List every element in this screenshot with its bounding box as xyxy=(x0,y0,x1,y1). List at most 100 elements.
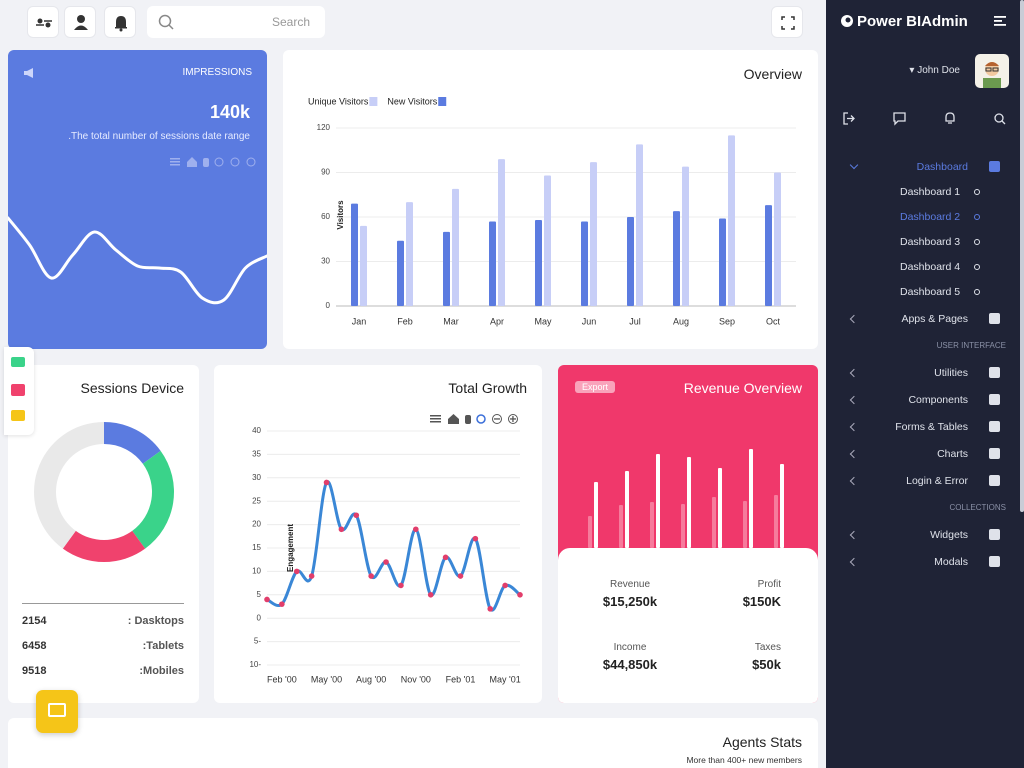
x-tick-label: Feb '01 xyxy=(446,674,476,684)
point xyxy=(487,606,494,612)
menu-item[interactable]: Dashboard 5 xyxy=(826,283,1024,301)
bar xyxy=(581,221,588,306)
notification-button[interactable] xyxy=(104,6,136,38)
card-title: Total Growth xyxy=(448,380,527,396)
logo-icon xyxy=(841,15,853,27)
y-tick-label: 5- xyxy=(254,637,261,646)
growth-chart: 40 35 30 25 20 15 10 5 0 5- 10- Feb '00 May '00 Aug '… xyxy=(249,426,523,684)
bell-icon xyxy=(115,16,127,32)
menu-item[interactable]: Dashboard 2 xyxy=(826,208,1024,226)
menu-item[interactable]: Login & Error xyxy=(826,472,1024,490)
quick-icon[interactable] xyxy=(11,357,25,367)
menu-item[interactable]: Components xyxy=(826,391,1024,409)
chevron-icon xyxy=(849,395,859,405)
bar xyxy=(718,468,722,548)
bar xyxy=(590,162,597,306)
donut-segment xyxy=(62,530,146,562)
bar xyxy=(749,449,753,548)
menu-item[interactable]: Utilities xyxy=(826,364,1024,382)
y-tick-label: 25 xyxy=(252,496,261,505)
row-value: 9518 xyxy=(22,665,47,677)
menu-item[interactable]: Modals xyxy=(826,553,1024,571)
menu-icon xyxy=(989,475,1000,486)
submenu-dot xyxy=(974,189,980,195)
revenue-chart xyxy=(588,449,784,548)
stat-value: $50k xyxy=(752,657,781,672)
y-tick-label: 20 xyxy=(252,520,261,529)
menu-item[interactable]: Widgets xyxy=(826,526,1024,544)
x-tick-label: May '00 xyxy=(311,674,342,684)
legend-swatch xyxy=(438,97,447,106)
stat-label: Taxes xyxy=(754,642,781,653)
fullscreen-icon xyxy=(781,16,795,30)
chart-toolbar[interactable] xyxy=(170,156,260,168)
row-value: 2154 xyxy=(22,615,47,627)
menu-label: Charts xyxy=(937,448,968,460)
chat-button[interactable] xyxy=(36,690,78,733)
menu-label: Dashboard xyxy=(916,161,968,173)
fullscreen-button[interactable] xyxy=(771,6,803,38)
menu-item[interactable]: Dashboard 1 xyxy=(826,183,1024,201)
filter-button[interactable] xyxy=(27,6,59,38)
point xyxy=(413,526,419,533)
menu-label: Apps & Pages xyxy=(901,313,968,325)
chevron-icon xyxy=(849,160,859,170)
legend-label: Unique Visitors xyxy=(308,96,369,106)
divider xyxy=(22,603,184,604)
row-label: :Mobiles xyxy=(139,665,184,677)
submenu-label: Dashboard 3 xyxy=(900,236,961,248)
y-tick-label: 35 xyxy=(252,450,261,459)
menu-item[interactable]: Apps & Pages xyxy=(826,310,1024,328)
bar xyxy=(619,505,623,548)
menu-item[interactable]: Dashboard 3 xyxy=(826,233,1024,251)
user-name[interactable]: ▾ John Doe xyxy=(909,65,960,76)
menu-toggle[interactable] xyxy=(994,15,1008,27)
donut-segment xyxy=(132,450,174,549)
line xyxy=(8,216,267,305)
bar xyxy=(650,502,654,548)
sessions-table: 2154: Dasktops 6458:Tablets 9518:Mobiles xyxy=(8,365,199,703)
bar xyxy=(535,219,542,306)
search-box[interactable]: Search xyxy=(147,6,325,38)
menu-item[interactable]: Dashboard xyxy=(826,158,1024,176)
bar xyxy=(719,218,726,306)
avatar[interactable] xyxy=(975,54,1009,88)
profile-button[interactable] xyxy=(64,6,96,38)
y-tick-label: 10 xyxy=(252,567,261,576)
quick-icon[interactable] xyxy=(11,410,25,421)
menu-item[interactable]: Charts xyxy=(826,445,1024,463)
quick-icon[interactable] xyxy=(11,384,25,396)
sidebar-actions[interactable] xyxy=(842,111,1012,127)
x-tick-label: Feb '00 xyxy=(267,674,297,684)
submenu-dot xyxy=(974,239,980,245)
stat-label: Revenue xyxy=(609,579,651,590)
bar xyxy=(406,202,413,306)
stat-value: $150K xyxy=(742,594,781,609)
x-tick-label: Jul xyxy=(629,316,641,326)
menu-icon xyxy=(989,448,1000,459)
submenu-label: Dashboard 4 xyxy=(900,261,961,273)
point xyxy=(323,479,330,486)
y-tick-label: 15 xyxy=(252,543,261,552)
search-icon xyxy=(158,14,174,30)
filter-icon xyxy=(36,18,52,28)
menu-item[interactable]: Dashboard 4 xyxy=(826,258,1024,276)
y-tick-label: 60 xyxy=(321,212,330,221)
menu-label: Forms & Tables xyxy=(895,421,968,433)
point xyxy=(502,582,508,589)
sessions-chart xyxy=(34,422,174,562)
bar xyxy=(351,203,358,306)
brand[interactable]: Power BIAdmin xyxy=(857,13,968,30)
y-tick-label: 120 xyxy=(317,123,331,132)
export-button[interactable]: Export xyxy=(575,381,616,393)
y-axis-label: Engagement xyxy=(286,524,295,572)
scrollbar[interactable] xyxy=(1020,0,1024,512)
menu-item[interactable]: Forms & Tables xyxy=(826,418,1024,436)
chart-toolbar[interactable] xyxy=(430,412,522,426)
menu-section: USER INTERFACE xyxy=(936,341,1006,350)
point xyxy=(368,573,374,579)
quick-panel xyxy=(4,347,34,435)
point xyxy=(427,592,434,598)
growth-card: Total Growth xyxy=(214,365,542,703)
x-tick-label: Nov '00 xyxy=(401,674,431,684)
